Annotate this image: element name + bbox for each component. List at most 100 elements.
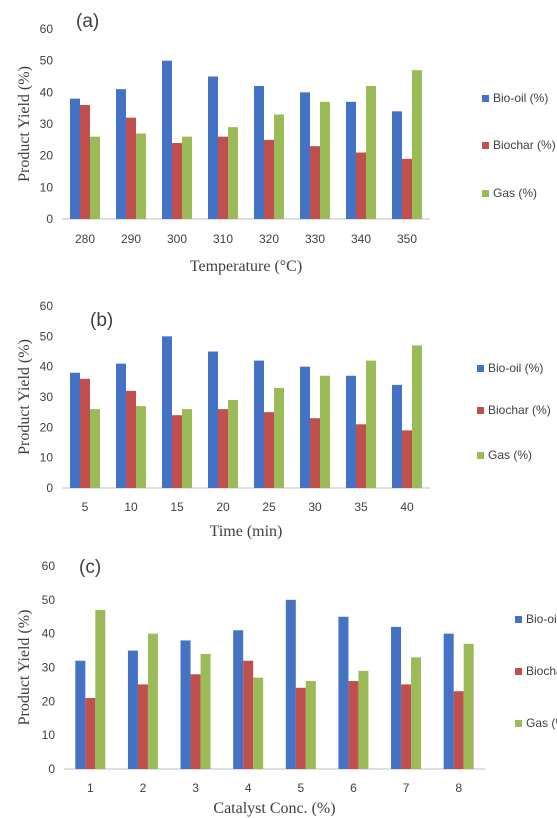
y-tick-label: 0 — [48, 762, 55, 776]
x-axis-title: Temperature (°C) — [190, 258, 302, 275]
y-tick-label: 10 — [42, 728, 56, 742]
bar-bio-oil — [338, 616, 349, 769]
x-tick-label: 15 — [170, 500, 184, 514]
chart-panel-1: (a) 0 10 20 30 40 50 60 280 290 300 310 320 330 340 350… — [16, 11, 556, 275]
x-tick-label: 310 — [213, 232, 233, 246]
y-tick-label: 0 — [46, 481, 53, 495]
panel-label: (b) — [90, 310, 113, 331]
y-tick-label: 0 — [46, 212, 53, 226]
bar-bio-oil — [254, 360, 264, 488]
bar-biochar — [85, 697, 96, 769]
x-tick-label: 20 — [216, 500, 230, 514]
bar-biochar — [126, 117, 136, 219]
x-tick-label: 5 — [297, 781, 304, 795]
bar-gas — [90, 136, 100, 219]
legend-swatch — [477, 365, 484, 372]
bar-bio-oil — [233, 630, 244, 769]
x-tick-label: 5 — [82, 500, 89, 514]
bar-gas — [136, 133, 146, 219]
bar-gas — [182, 136, 192, 219]
legend-swatch — [515, 668, 522, 675]
bar-bio-oil — [127, 650, 138, 769]
chart-panel-3: (c) 0 10 20 30 40 50 60 1 2 3 4 5 6 7 8 Catalyst Conc. (… — [16, 557, 557, 817]
legend-label: Gas (%) — [488, 448, 532, 462]
legend-swatch — [482, 190, 489, 197]
bar-bio-oil — [162, 336, 172, 488]
x-tick-label: 2 — [140, 781, 147, 795]
bar-gas — [228, 127, 238, 219]
bar-gas — [228, 400, 238, 488]
x-tick-label: 320 — [259, 232, 279, 246]
x-tick-label: 4 — [245, 781, 252, 795]
legend: Bio-oil (%) Biochar (%) Gas (%) — [482, 91, 556, 200]
bar-gas — [274, 114, 284, 219]
y-tick-label: 60 — [40, 299, 54, 313]
bar-biochar — [348, 681, 359, 769]
x-tick-label: 3 — [192, 781, 199, 795]
x-tick-label: 300 — [167, 232, 187, 246]
legend: Bio-oil (%) Biochar (%) Gas (%) — [515, 612, 557, 730]
bar-gas — [411, 657, 422, 769]
legend-swatch — [482, 95, 489, 102]
bar-biochar — [80, 378, 90, 488]
bar-bio-oil — [70, 98, 80, 219]
bar-gas — [412, 70, 422, 220]
y-tick-label: 40 — [40, 360, 54, 374]
y-tick-label: 40 — [40, 85, 54, 99]
x-tick-label: 1 — [87, 781, 94, 795]
y-tick-label: 30 — [40, 390, 54, 404]
y-tick-label: 20 — [40, 149, 54, 163]
bar-bio-oil — [70, 372, 80, 488]
y-tick-label: 10 — [40, 451, 54, 465]
bar-gas — [320, 101, 330, 219]
bar-bio-oil — [116, 363, 126, 488]
bar-bio-oil — [346, 375, 356, 488]
legend: Bio-oil (%) Biochar (%) Gas (%) — [477, 361, 551, 462]
legend-label: Bio-oil (%) — [526, 612, 557, 626]
panel-label: (c) — [79, 557, 101, 578]
bar-bio-oil — [208, 351, 218, 488]
y-tick-label: 50 — [42, 593, 56, 607]
bar-biochar — [402, 430, 412, 488]
bar-biochar — [295, 687, 306, 769]
x-tick-label: 350 — [397, 232, 417, 246]
bar-gas — [274, 387, 284, 488]
legend-label: Biochar (%) — [526, 664, 557, 678]
bar-biochar — [218, 409, 228, 488]
x-tick-label: 290 — [121, 232, 141, 246]
bar-gas — [95, 609, 106, 769]
y-axis-title: Product Yield (%) — [16, 66, 33, 182]
y-tick-label: 10 — [40, 180, 54, 194]
panel-label: (a) — [76, 11, 99, 32]
x-tick-label: 10 — [124, 500, 138, 514]
x-axis-title: Catalyst Conc. (%) — [213, 800, 335, 817]
y-tick-label: 50 — [40, 329, 54, 343]
bar-bio-oil — [180, 640, 191, 769]
bar-biochar — [172, 415, 182, 488]
legend-label: Bio-oil (%) — [488, 361, 543, 375]
bar-gas — [182, 409, 192, 488]
bar-gas — [463, 643, 474, 769]
y-tick-label: 60 — [42, 559, 56, 573]
y-tick-label: 20 — [40, 420, 54, 434]
bar-bio-oil — [300, 92, 310, 219]
bar-biochar — [356, 424, 366, 488]
y-axis-title: Product Yield (%) — [16, 339, 33, 455]
bar-gas — [90, 409, 100, 488]
bar-gas — [305, 681, 316, 769]
x-tick-label: 25 — [262, 500, 276, 514]
bar-biochar — [172, 143, 182, 219]
bar-bio-oil — [300, 366, 310, 488]
bar-biochar — [126, 390, 136, 488]
x-tick-label: 340 — [351, 232, 371, 246]
bar-bio-oil — [391, 626, 402, 769]
bar-bio-oil — [392, 384, 402, 488]
bar-bio-oil — [254, 86, 264, 219]
x-tick-label: 6 — [350, 781, 357, 795]
bar-bio-oil — [162, 60, 172, 219]
legend-swatch — [515, 720, 522, 727]
bar-biochar — [453, 691, 464, 769]
bar-gas — [147, 633, 158, 769]
x-axis-title: Time (min) — [210, 523, 283, 540]
